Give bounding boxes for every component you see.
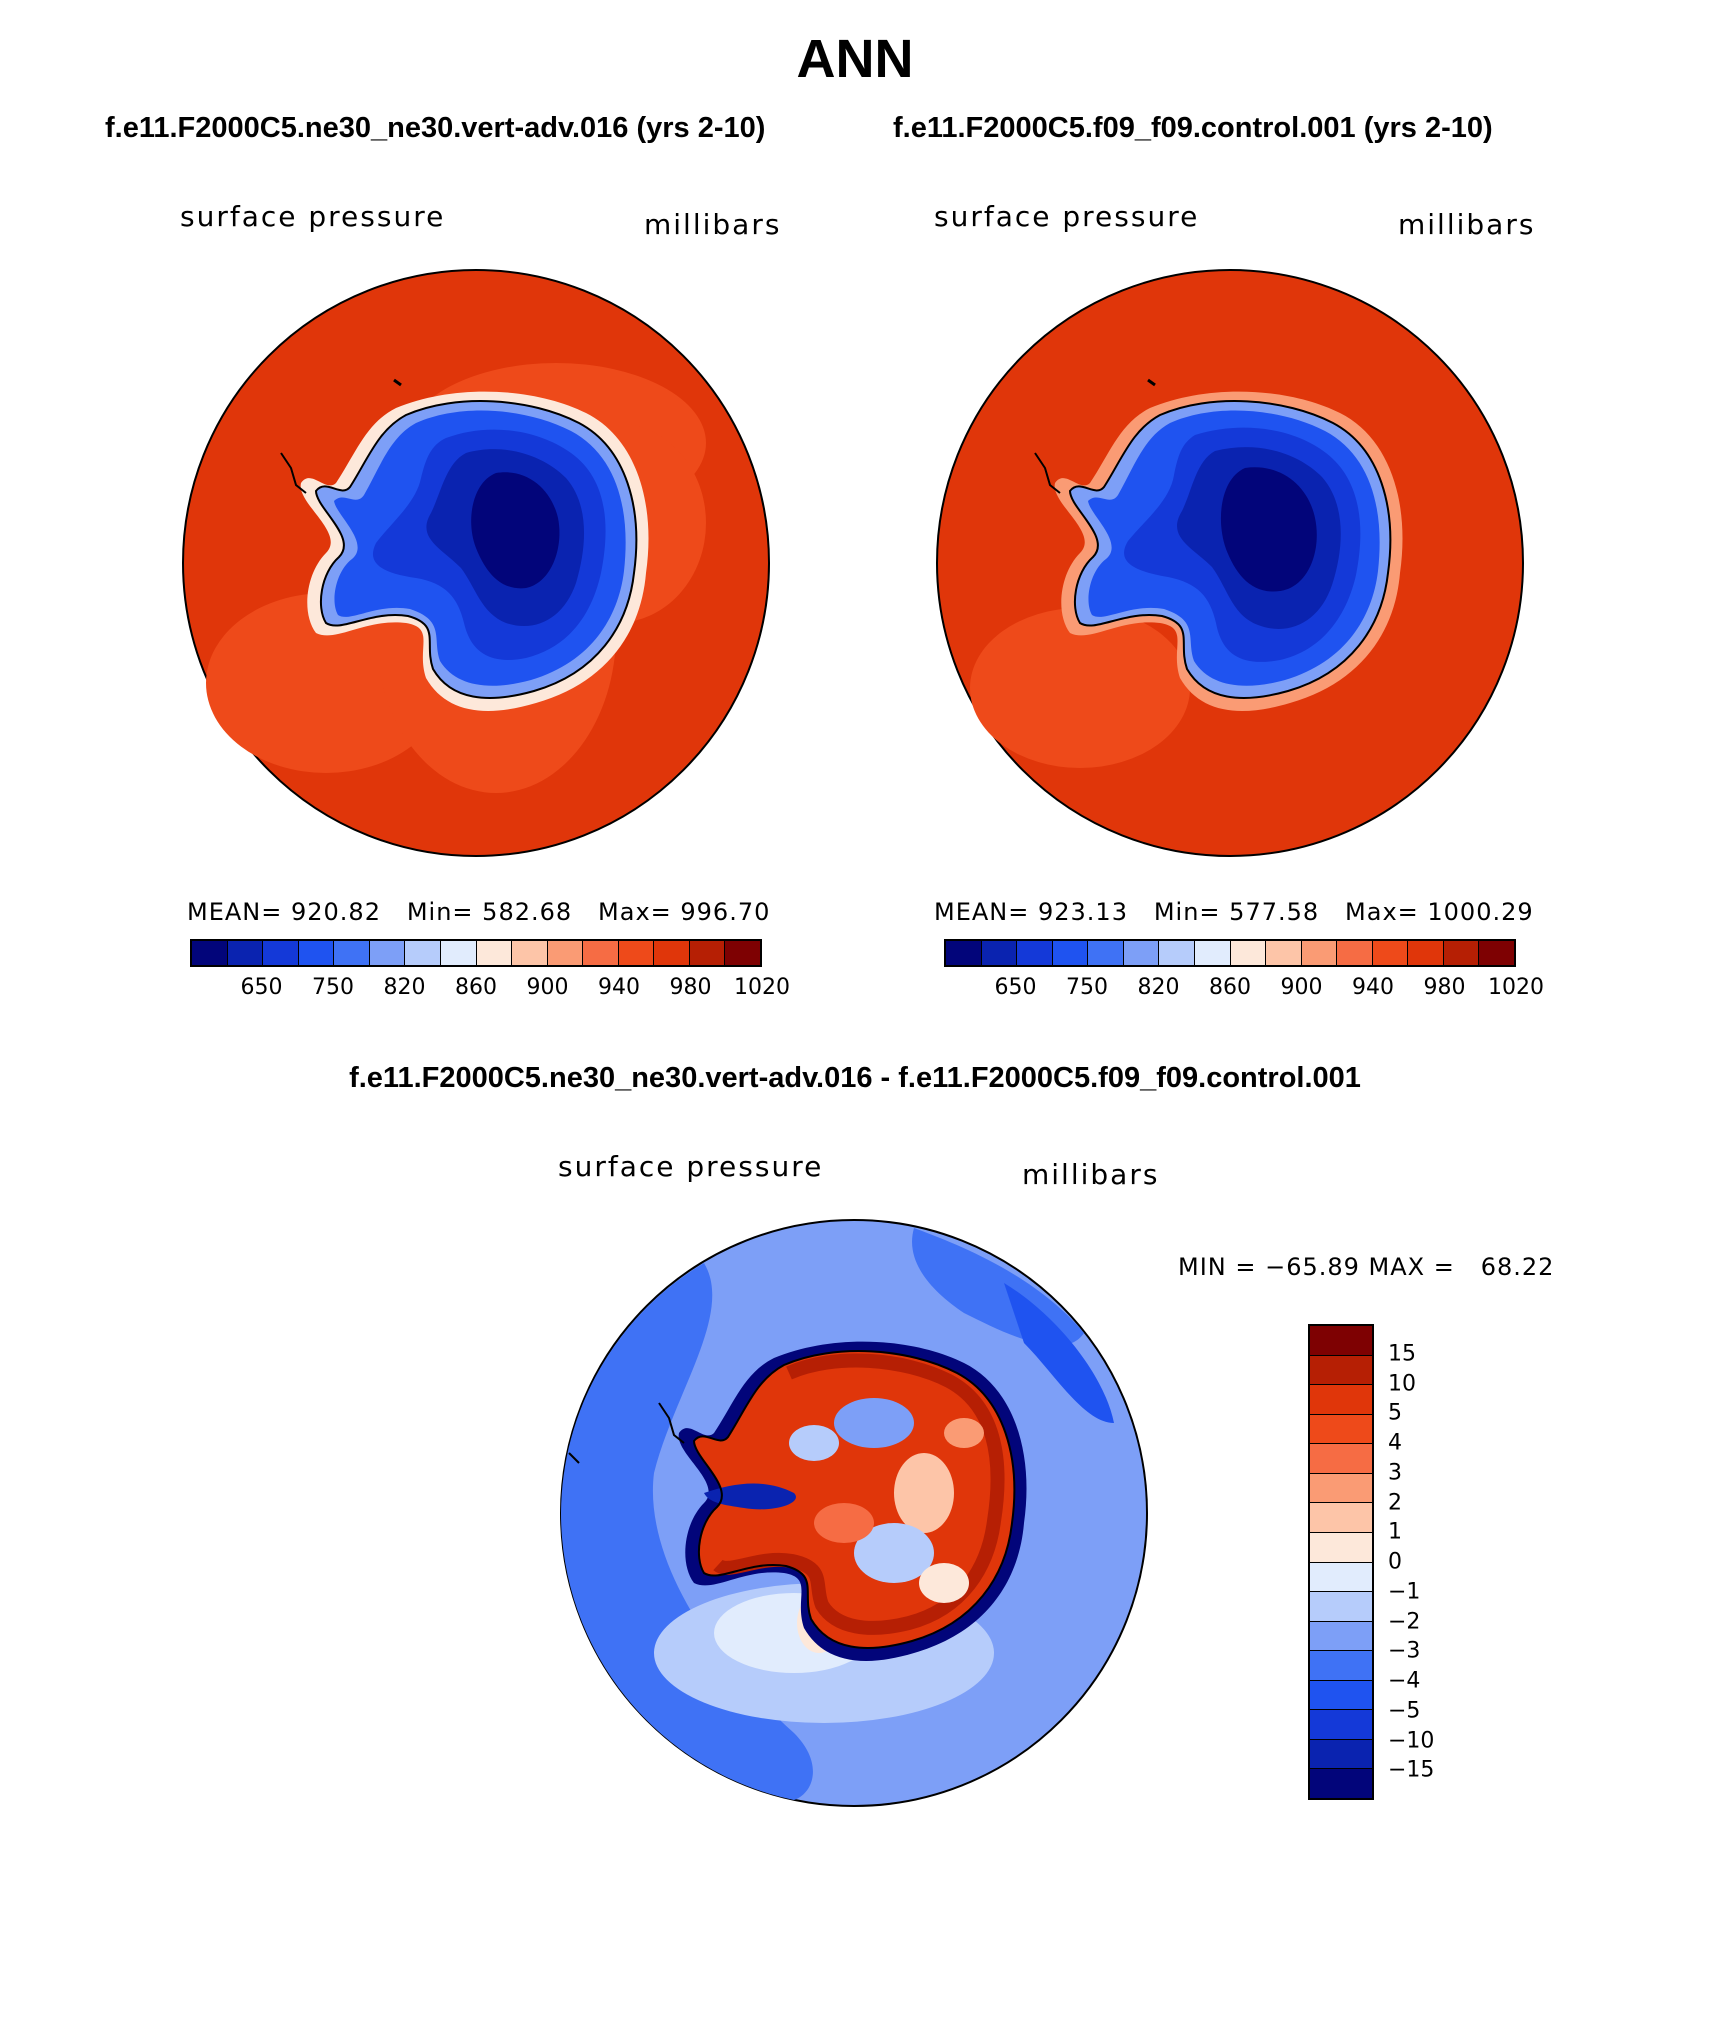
colorbar-tick-label: 860 xyxy=(455,975,497,1000)
colorbar-swatch xyxy=(1017,941,1053,965)
colorbar-swatch xyxy=(1088,941,1124,965)
colorbar-swatch xyxy=(1479,941,1514,965)
colorbar-tick-label: 10 xyxy=(1388,1371,1416,1396)
colorbar-swatch xyxy=(725,941,760,965)
diff-map xyxy=(560,1219,1148,1807)
colorbar-tick-label: 650 xyxy=(994,975,1037,1000)
colorbar-swatch xyxy=(1310,1355,1372,1386)
colorbar-tick-label: 900 xyxy=(526,975,569,1000)
colorbar-tick-label: 4 xyxy=(1388,1430,1402,1456)
colorbar-swatch xyxy=(1310,1503,1372,1533)
panel1-map xyxy=(182,269,770,857)
colorbar-swatch xyxy=(1443,941,1480,965)
panel1-stats: MEAN= 920.82 Min= 582.68 Max= 996.70 xyxy=(187,898,771,926)
colorbar-swatch xyxy=(981,941,1018,965)
colorbar-tick-label: 5 xyxy=(1388,1400,1402,1426)
page-title: ANN xyxy=(796,29,914,89)
colorbar-swatch xyxy=(1310,1562,1372,1593)
colorbar-swatch xyxy=(1310,1473,1372,1504)
colorbar-tick-label: −5 xyxy=(1388,1698,1421,1724)
colorbar-swatch xyxy=(654,941,690,965)
colorbar-tick-label: 940 xyxy=(1352,975,1394,1000)
panel2-colorbar xyxy=(944,939,1516,967)
colorbar-tick-label: 820 xyxy=(1137,975,1180,1000)
diff-units-label: millibars xyxy=(1022,1158,1160,1191)
colorbar-swatch xyxy=(1123,941,1160,965)
colorbar-tick-label: −15 xyxy=(1388,1757,1435,1783)
colorbar-swatch xyxy=(1266,941,1302,965)
colorbar-swatch xyxy=(512,941,548,965)
panel2-units-label: millibars xyxy=(1398,208,1536,241)
panel1-case-title: f.e11.F2000C5.ne30_ne30.vert-adv.016 (yr… xyxy=(105,112,766,144)
diff-case-title: f.e11.F2000C5.ne30_ne30.vert-adv.016 - f… xyxy=(349,1062,1361,1094)
diff-variable-label: surface pressure xyxy=(558,1150,824,1183)
diff-stats: MIN = −65.89 MAX = 68.22 xyxy=(1178,1253,1555,1281)
colorbar-swatch xyxy=(440,941,477,965)
colorbar-tick-label: 980 xyxy=(669,975,712,1000)
colorbar-swatch xyxy=(1310,1532,1372,1563)
colorbar-swatch xyxy=(1310,1414,1372,1445)
colorbar-swatch xyxy=(1310,1710,1372,1740)
colorbar-tick-label: −1 xyxy=(1388,1579,1421,1605)
colorbar-swatch xyxy=(1310,1326,1372,1356)
panel2-variable-label: surface pressure xyxy=(934,200,1200,233)
colorbar-swatch xyxy=(1310,1651,1372,1681)
colorbar-swatch xyxy=(1310,1385,1372,1415)
colorbar-swatch xyxy=(1052,941,1089,965)
colorbar-swatch xyxy=(1301,941,1338,965)
colorbar-swatch xyxy=(263,941,299,965)
colorbar-swatch xyxy=(476,941,513,965)
colorbar-tick-label: 900 xyxy=(1280,975,1323,1000)
colorbar-tick-label: −2 xyxy=(1388,1609,1421,1634)
colorbar-swatch xyxy=(1310,1680,1372,1711)
panel2-map xyxy=(936,269,1524,857)
colorbar-swatch xyxy=(1159,941,1195,965)
colorbar-swatch xyxy=(618,941,655,965)
colorbar-swatch xyxy=(1408,941,1444,965)
colorbar-tick-label: 3 xyxy=(1388,1460,1402,1486)
diff-colorbar xyxy=(1308,1324,1374,1800)
colorbar-swatch xyxy=(689,941,726,965)
colorbar-tick-label: −3 xyxy=(1388,1638,1421,1664)
colorbar-tick-label: 15 xyxy=(1388,1341,1416,1367)
colorbar-tick-label: 2 xyxy=(1388,1490,1402,1515)
colorbar-tick-label: 1020 xyxy=(734,975,790,1000)
colorbar-tick-label: 820 xyxy=(383,975,426,1000)
panel2-case-title: f.e11.F2000C5.f09_f09.control.001 (yrs 2… xyxy=(893,112,1493,144)
colorbar-swatch xyxy=(946,941,982,965)
colorbar-tick-label: −10 xyxy=(1388,1728,1435,1753)
panel1-units-label: millibars xyxy=(644,208,782,241)
colorbar-swatch xyxy=(298,941,335,965)
colorbar-tick-label: 860 xyxy=(1209,975,1251,1000)
colorbar-swatch xyxy=(334,941,370,965)
colorbar-tick-label: 750 xyxy=(312,975,354,1000)
panel2-stats: MEAN= 923.13 Min= 577.58 Max= 1000.29 xyxy=(934,898,1534,926)
colorbar-swatch xyxy=(227,941,264,965)
colorbar-swatch xyxy=(1310,1444,1372,1474)
colorbar-swatch xyxy=(192,941,228,965)
colorbar-swatch xyxy=(547,941,584,965)
colorbar-tick-label: 980 xyxy=(1423,975,1466,1000)
colorbar-tick-label: 1 xyxy=(1388,1519,1402,1545)
colorbar-swatch xyxy=(1337,941,1373,965)
colorbar-swatch xyxy=(405,941,441,965)
colorbar-swatch xyxy=(1194,941,1231,965)
colorbar-tick-label: 750 xyxy=(1066,975,1108,1000)
colorbar-swatch xyxy=(1372,941,1409,965)
colorbar-tick-label: 1020 xyxy=(1488,975,1544,1000)
colorbar-swatch xyxy=(1310,1739,1372,1770)
colorbar-swatch xyxy=(583,941,619,965)
colorbar-swatch xyxy=(1310,1621,1372,1652)
colorbar-tick-label: 0 xyxy=(1388,1549,1402,1575)
colorbar-tick-label: 650 xyxy=(240,975,283,1000)
panel1-colorbar xyxy=(190,939,762,967)
panel1-variable-label: surface pressure xyxy=(180,200,446,233)
colorbar-swatch xyxy=(1230,941,1267,965)
colorbar-tick-label: −4 xyxy=(1388,1668,1421,1694)
colorbar-swatch xyxy=(1310,1769,1372,1798)
colorbar-swatch xyxy=(1310,1592,1372,1622)
colorbar-tick-label: 940 xyxy=(598,975,640,1000)
colorbar-swatch xyxy=(369,941,406,965)
